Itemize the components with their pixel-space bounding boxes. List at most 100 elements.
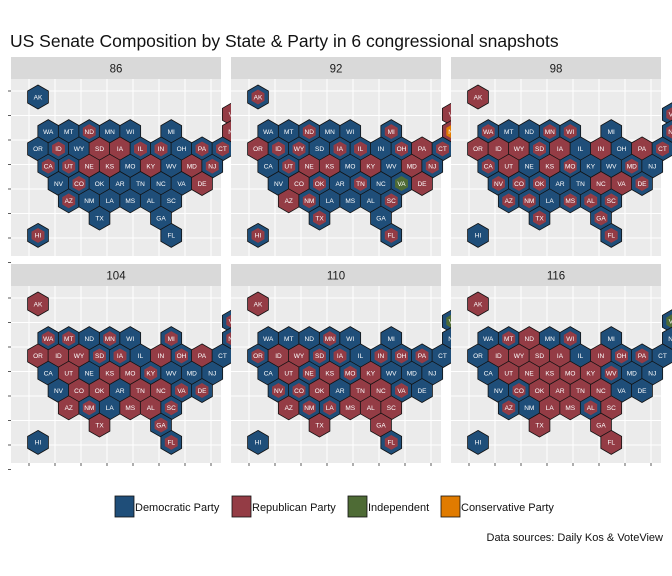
- state-hex-HI: HI: [247, 429, 269, 455]
- state-hex-MO: MO: [339, 153, 362, 179]
- state-hex-AZ: AZ: [57, 395, 80, 421]
- hex-inner: [481, 158, 495, 174]
- hex-inner: [185, 365, 199, 381]
- state-label: ID: [495, 353, 502, 360]
- state-label: IN: [378, 353, 385, 360]
- state-hex-FL: FL: [380, 429, 403, 455]
- state-hex-WY: WY: [508, 136, 530, 162]
- hex-inner: [384, 331, 398, 347]
- state-label: MN: [545, 129, 555, 136]
- hex-inner: [666, 331, 672, 346]
- hex-inner: [103, 365, 117, 381]
- state-hex-IL: IL: [129, 343, 152, 369]
- hex-inner: [492, 141, 505, 157]
- state-label: MO: [565, 371, 575, 378]
- hex-inner: [272, 383, 285, 398]
- state-hex-NM: NM: [298, 188, 321, 214]
- state-hex-TX: TX: [528, 412, 551, 438]
- hex-inner: [292, 348, 306, 364]
- state-label: PA: [638, 353, 647, 360]
- state-hex-AR: AR: [109, 378, 131, 403]
- state-hex-MO: MO: [559, 360, 582, 386]
- state-label: GA: [376, 422, 386, 429]
- state-hex-MO: MO: [339, 360, 362, 386]
- chart-caption: Data sources: Daily Kos & VoteView: [487, 532, 664, 544]
- state-label: TX: [315, 422, 324, 429]
- state-label: OK: [95, 388, 105, 395]
- legend-item-R: Republican Party: [231, 495, 336, 518]
- state-label: ID: [275, 146, 282, 153]
- state-label: NC: [156, 181, 166, 188]
- hex-inner: [164, 400, 178, 416]
- facet-panel-92: 92AKMEVTNHWAMTNDMNWIMINYMAORIDWYSDIAILIN…: [231, 57, 485, 256]
- hex-inner: [415, 176, 429, 191]
- hex-inner: [522, 193, 536, 209]
- state-hex-CA: CA: [477, 153, 500, 179]
- state-label: TX: [315, 215, 324, 222]
- hex-inner: [635, 383, 649, 398]
- hex-inner: [82, 331, 96, 347]
- state-hex-NE: NE: [78, 360, 101, 386]
- hex-inner: [615, 348, 628, 364]
- state-label: TN: [356, 181, 365, 188]
- state-hex-CA: CA: [257, 360, 280, 386]
- state-label: ID: [275, 353, 282, 360]
- state-label: NM: [84, 405, 94, 412]
- hex-inner: [471, 348, 485, 364]
- state-hex-WV: WV: [600, 153, 623, 179]
- state-label: MD: [627, 371, 637, 378]
- hex-inner: [594, 417, 608, 433]
- hex-inner: [604, 365, 618, 381]
- state-label: MI: [608, 336, 615, 343]
- hex-inner: [333, 383, 347, 398]
- state-label: LA: [546, 198, 555, 205]
- hex-inner: [195, 383, 209, 398]
- state-label: CA: [264, 164, 274, 171]
- state-label: LA: [326, 405, 335, 412]
- state-hex-IL: IL: [569, 343, 592, 369]
- state-label: AK: [254, 301, 263, 308]
- state-label: OK: [315, 181, 325, 188]
- state-hex-TN: TN: [129, 378, 152, 403]
- state-label: NE: [525, 164, 535, 171]
- hex-inner: [563, 400, 577, 416]
- state-label: NC: [376, 181, 386, 188]
- state-label: NM: [84, 198, 94, 205]
- state-label: OR: [253, 146, 263, 153]
- hex-inner: [502, 158, 516, 174]
- hex-inner: [415, 383, 429, 398]
- state-label: LA: [106, 405, 115, 412]
- state-label: MT: [284, 336, 293, 343]
- state-label: DE: [417, 181, 427, 188]
- legend-label: Conservative Party: [461, 502, 554, 514]
- state-hex-TN: TN: [569, 378, 592, 403]
- state-label: KS: [325, 371, 334, 378]
- state-label: OK: [535, 181, 545, 188]
- hex-inner: [374, 141, 388, 157]
- state-label: OR: [473, 146, 483, 153]
- state-label: TN: [136, 388, 145, 395]
- state-label: IL: [358, 146, 364, 153]
- hex-inner: [553, 176, 567, 191]
- state-hex-NV: NV: [267, 171, 290, 196]
- hex-inner: [625, 365, 639, 381]
- state-label: UT: [64, 371, 73, 378]
- state-hex-MT: MT: [57, 326, 80, 352]
- state-label: NV: [494, 181, 504, 188]
- state-label: AR: [335, 388, 344, 395]
- state-hex-WV: WV: [160, 153, 183, 179]
- hex-inner: [103, 158, 117, 174]
- state-hex-DE: DE: [411, 171, 433, 196]
- hex-inner: [302, 124, 316, 140]
- state-hex-NV: NV: [487, 171, 510, 196]
- hex-inner: [574, 141, 587, 157]
- hex-inner: [164, 193, 178, 209]
- state-label: HI: [255, 440, 262, 447]
- state-label: NC: [376, 388, 386, 395]
- state-hex-ND: ND: [518, 119, 541, 145]
- facet-label: 104: [106, 271, 126, 283]
- legend-swatch: [347, 495, 368, 518]
- hex-inner: [261, 158, 275, 174]
- hex-inner: [395, 348, 408, 364]
